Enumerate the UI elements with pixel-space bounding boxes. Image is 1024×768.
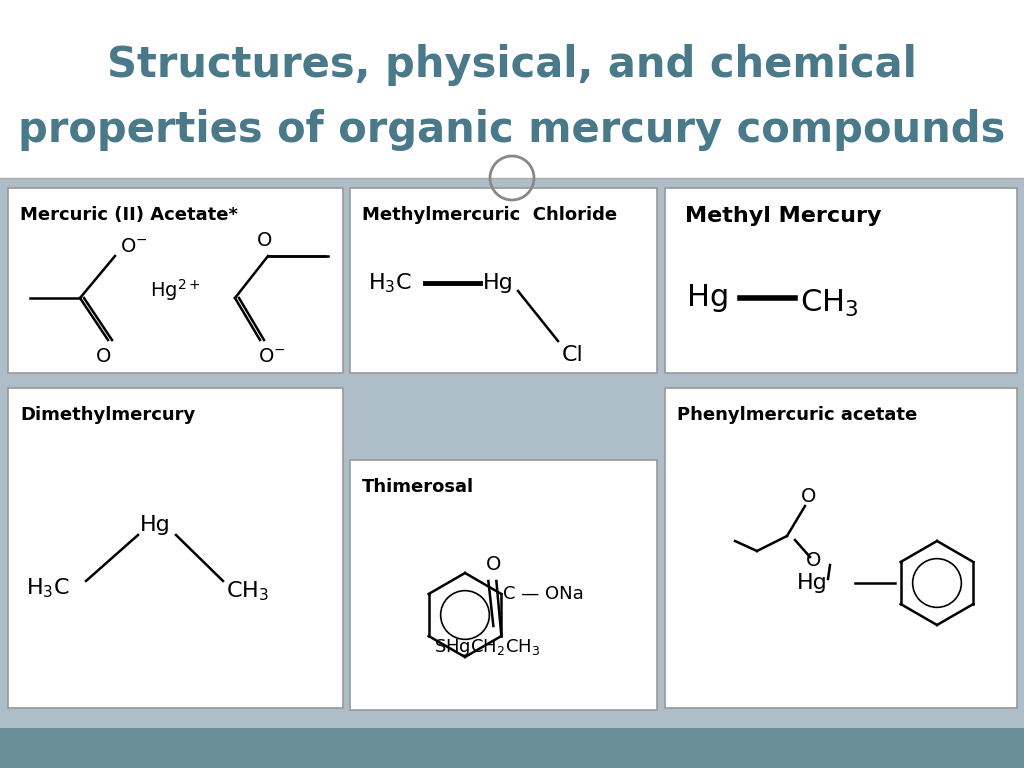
Text: O: O: [96, 346, 112, 366]
Bar: [8, 388, 343, 708]
Text: Thimerosal: Thimerosal: [362, 478, 474, 496]
Bar: [665, 388, 1017, 708]
Text: Methyl Mercury: Methyl Mercury: [685, 206, 882, 226]
Text: Phenylmercuric acetate: Phenylmercuric acetate: [677, 406, 918, 424]
Bar: [350, 460, 657, 710]
Bar: [0, 0, 1024, 178]
Text: O$^{-}$: O$^{-}$: [120, 237, 147, 256]
Text: O: O: [257, 230, 272, 250]
Bar: [665, 188, 1017, 373]
Text: O: O: [802, 486, 817, 505]
Text: H$_3$C: H$_3$C: [368, 271, 412, 295]
Text: O: O: [485, 554, 501, 574]
Text: Hg: Hg: [483, 273, 514, 293]
Text: Hg$^{2+}$: Hg$^{2+}$: [150, 277, 201, 303]
Text: CH$_3$: CH$_3$: [226, 579, 269, 603]
Text: properties of organic mercury compounds: properties of organic mercury compounds: [18, 109, 1006, 151]
Text: Hg: Hg: [140, 515, 171, 535]
Bar: [8, 188, 343, 373]
Text: C — ONa: C — ONa: [504, 585, 584, 603]
Text: SHgCH$_2$CH$_3$: SHgCH$_2$CH$_3$: [433, 637, 540, 658]
Bar: [0, 728, 1024, 768]
Text: CH$_3$: CH$_3$: [800, 287, 858, 319]
Text: H$_3$C: H$_3$C: [26, 576, 70, 600]
Text: Dimethylmercury: Dimethylmercury: [20, 406, 196, 424]
Text: O$^{-}$: O$^{-}$: [258, 346, 286, 366]
Text: Hg: Hg: [687, 283, 729, 313]
Text: Hg: Hg: [798, 573, 828, 593]
Text: Mercuric (II) Acetate*: Mercuric (II) Acetate*: [20, 206, 238, 224]
Text: O: O: [806, 551, 821, 571]
Text: Cl: Cl: [562, 345, 584, 365]
Bar: [350, 188, 657, 373]
Text: Methylmercuric  Chloride: Methylmercuric Chloride: [362, 206, 617, 224]
Text: Structures, physical, and chemical: Structures, physical, and chemical: [108, 44, 916, 86]
